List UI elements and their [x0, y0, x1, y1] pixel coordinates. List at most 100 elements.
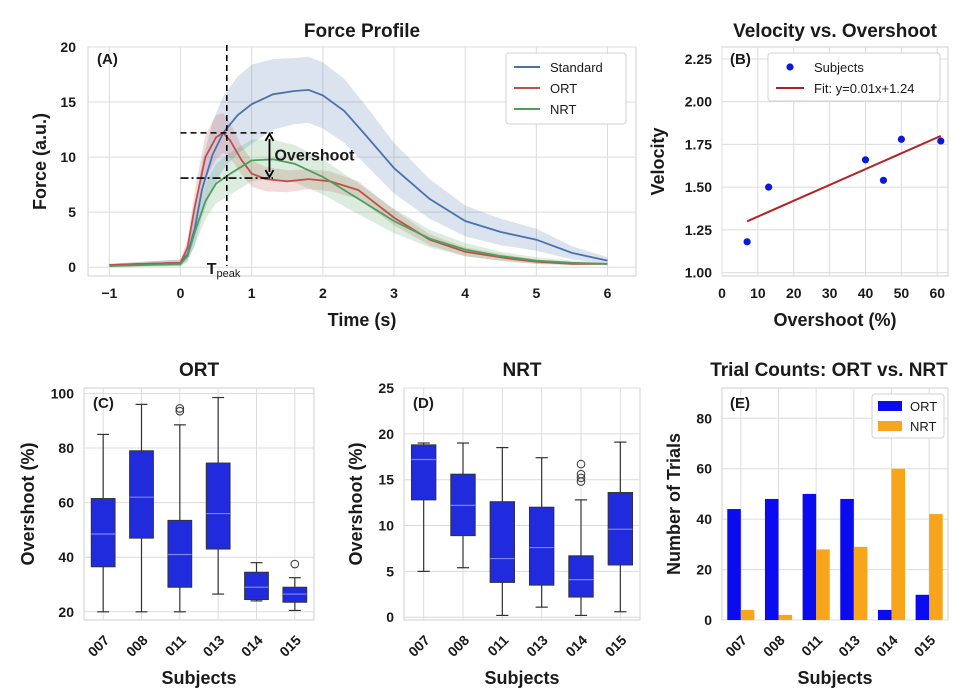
ort-boxplot-y-tick-label: 100	[51, 385, 75, 401]
subject-point	[879, 176, 888, 184]
legend-label-subjects: Subjects	[814, 60, 864, 75]
velocity-scatter-x-tick-label: 0	[718, 285, 726, 301]
trial-counts-x-tick-label: 007	[722, 632, 750, 660]
force-profile-x-tick-label: −1	[101, 285, 117, 301]
legend-label-standard: Standard	[550, 60, 603, 75]
trial-counts-x-tick-label: 008	[760, 632, 788, 660]
ort-boxplot-y-axis-label: Overshoot (%)	[18, 442, 38, 565]
velocity-scatter-x-tick-label: 30	[822, 285, 838, 301]
ort-boxplot-y-tick-label: 80	[58, 440, 74, 456]
nrt-boxplot-chart: 007 008 011 013 014 015 0 5 10 15 20 25 (D) NRT Subjec…	[346, 360, 641, 688]
ort-boxplot-box	[205, 462, 231, 550]
velocity-scatter-title: Velocity vs. Overshoot	[733, 21, 937, 42]
force-profile-y-tick-label: 15	[60, 94, 76, 110]
subject-point	[765, 183, 773, 191]
nrt-boxplot-x-tick-label: 015	[602, 632, 630, 660]
legend-label-nrt: NRT	[550, 102, 577, 117]
force-profile-line-ort	[109, 131, 608, 266]
nrt-boxplot-y-tick-label: 15	[378, 472, 394, 488]
ort-boxplot-x-tick-label: 011	[162, 632, 189, 659]
trial-counts-bar-nrt	[891, 468, 906, 620]
ort-boxplot-box	[90, 498, 116, 568]
trial-counts-bar-nrt	[740, 609, 755, 620]
nrt-boxplot-x-tick-label: 014	[562, 632, 590, 660]
nrt-boxplot-plot-area	[403, 387, 641, 621]
trial-counts-x-tick-label: 011	[798, 632, 825, 659]
velocity-scatter-x-tick-label: 20	[786, 285, 802, 301]
nrt-boxplot-box	[410, 444, 437, 501]
force-profile-title: Force Profile	[304, 21, 420, 42]
trial-counts-title: Trial Counts: ORT vs. NRT	[710, 360, 948, 381]
nrt-boxplot-box	[489, 501, 516, 583]
force-profile-line-standard	[109, 88, 608, 266]
nrt-boxplot-y-axis-label: Overshoot (%)	[346, 442, 366, 565]
ort-boxplot-x-tick-label: 013	[200, 632, 228, 660]
force-profile-line-nrt	[109, 158, 608, 267]
velocity-scatter-chart: 0 10 20 30 40 50 60 1.00 1.25 1.50 1.75 2.00 2.25 Sub…	[648, 21, 949, 330]
trial-counts-y-tick-label: 80	[696, 410, 712, 426]
panel-label-c: (C)	[93, 395, 114, 412]
overshoot-label: Overshoot	[274, 147, 355, 164]
velocity-scatter-y-tick-label: 1.00	[685, 265, 712, 281]
ort-boxplot-plot-area	[83, 387, 315, 621]
ort-boxplot-outlier	[290, 559, 300, 569]
subject-point	[897, 135, 905, 143]
ort-boxplot-x-axis-label: Subjects	[161, 668, 236, 688]
overshoot-arrow-up	[264, 132, 275, 142]
trial-counts-x-tick-label: 015	[911, 632, 939, 660]
subject-point	[743, 238, 751, 246]
nrt-boxplot-outlier	[576, 469, 586, 479]
overshoot-arrow-down	[264, 169, 275, 179]
velocity-scatter-y-tick-label: 2.00	[685, 94, 712, 110]
force-profile-legend	[505, 52, 627, 125]
force-profile-y-tick-label: 0	[68, 259, 76, 275]
panel-label-a: (A)	[97, 51, 118, 68]
force-profile-y-tick-label: 20	[60, 39, 76, 55]
trial-counts-bar-nrt	[853, 546, 868, 620]
force-profile-x-tick-label: 1	[248, 285, 256, 301]
ort-boxplot-box	[244, 571, 269, 601]
nrt-boxplot-x-tick-label: 007	[405, 632, 433, 660]
trial-counts-chart: 007 008 011 013 014 015 0 20 40 60 80 ORT NRT (E) Tria…	[664, 360, 949, 688]
nrt-boxplot-outlier	[576, 473, 586, 483]
trial-counts-x-tick-label: 013	[835, 632, 863, 660]
trial-counts-y-tick-label: 0	[704, 612, 712, 628]
legend-label-ort: ORT	[550, 81, 577, 96]
ort-boxplot-outlier	[175, 406, 185, 416]
trial-counts-bar-ort	[877, 609, 892, 620]
nrt-boxplot-box	[528, 506, 555, 586]
velocity-scatter-legend	[767, 52, 941, 102]
force-profile-y-tick-label: 5	[68, 204, 76, 220]
trial-counts-y-tick-label: 20	[696, 562, 712, 578]
velocity-scatter-y-axis-label: Velocity	[648, 127, 668, 195]
force-profile-band-standard	[109, 56, 608, 267]
velocity-scatter-x-axis-label: Overshoot (%)	[773, 310, 896, 330]
fit-line	[746, 134, 942, 223]
force-profile-x-tick-label: 4	[461, 285, 469, 301]
panel-label-d: (D)	[413, 395, 434, 412]
trial-counts-x-axis-label: Subjects	[797, 668, 872, 688]
ort-boxplot-box	[129, 450, 154, 539]
nrt-boxplot-x-tick-label: 011	[484, 632, 511, 659]
velocity-scatter-y-tick-label: 2.25	[685, 51, 712, 67]
trial-counts-y-tick-label: 60	[696, 461, 712, 477]
force-profile-x-tick-label: 2	[319, 285, 327, 301]
ort-boxplot-y-tick-label: 60	[58, 495, 74, 511]
subject-point	[937, 137, 945, 145]
ort-boxplot-box	[167, 519, 193, 588]
trial-counts-x-tick-label: 014	[873, 632, 901, 660]
force-profile-x-tick-label: 0	[177, 285, 185, 301]
ort-boxplot-x-tick-label: 014	[238, 632, 266, 660]
nrt-boxplot-y-tick-label: 10	[378, 518, 394, 534]
velocity-scatter-x-tick-label: 40	[858, 285, 874, 301]
trial-counts-bar-ort	[840, 498, 854, 620]
panel-label-e: (E)	[730, 395, 750, 412]
subject-point	[861, 156, 870, 164]
trial-counts-bar-nrt	[816, 549, 830, 620]
nrt-boxplot-outlier	[576, 459, 586, 469]
legend-swatch-nrt	[878, 421, 902, 431]
ort-boxplot-box	[282, 586, 308, 603]
force-profile-chart: −1 0 1 2 3 4 5 605101520OvershootTpeakStandardO…	[30, 21, 637, 330]
velocity-scatter-y-tick-label: 1.50	[685, 179, 712, 195]
force-profile-y-tick-label: 10	[60, 149, 76, 165]
